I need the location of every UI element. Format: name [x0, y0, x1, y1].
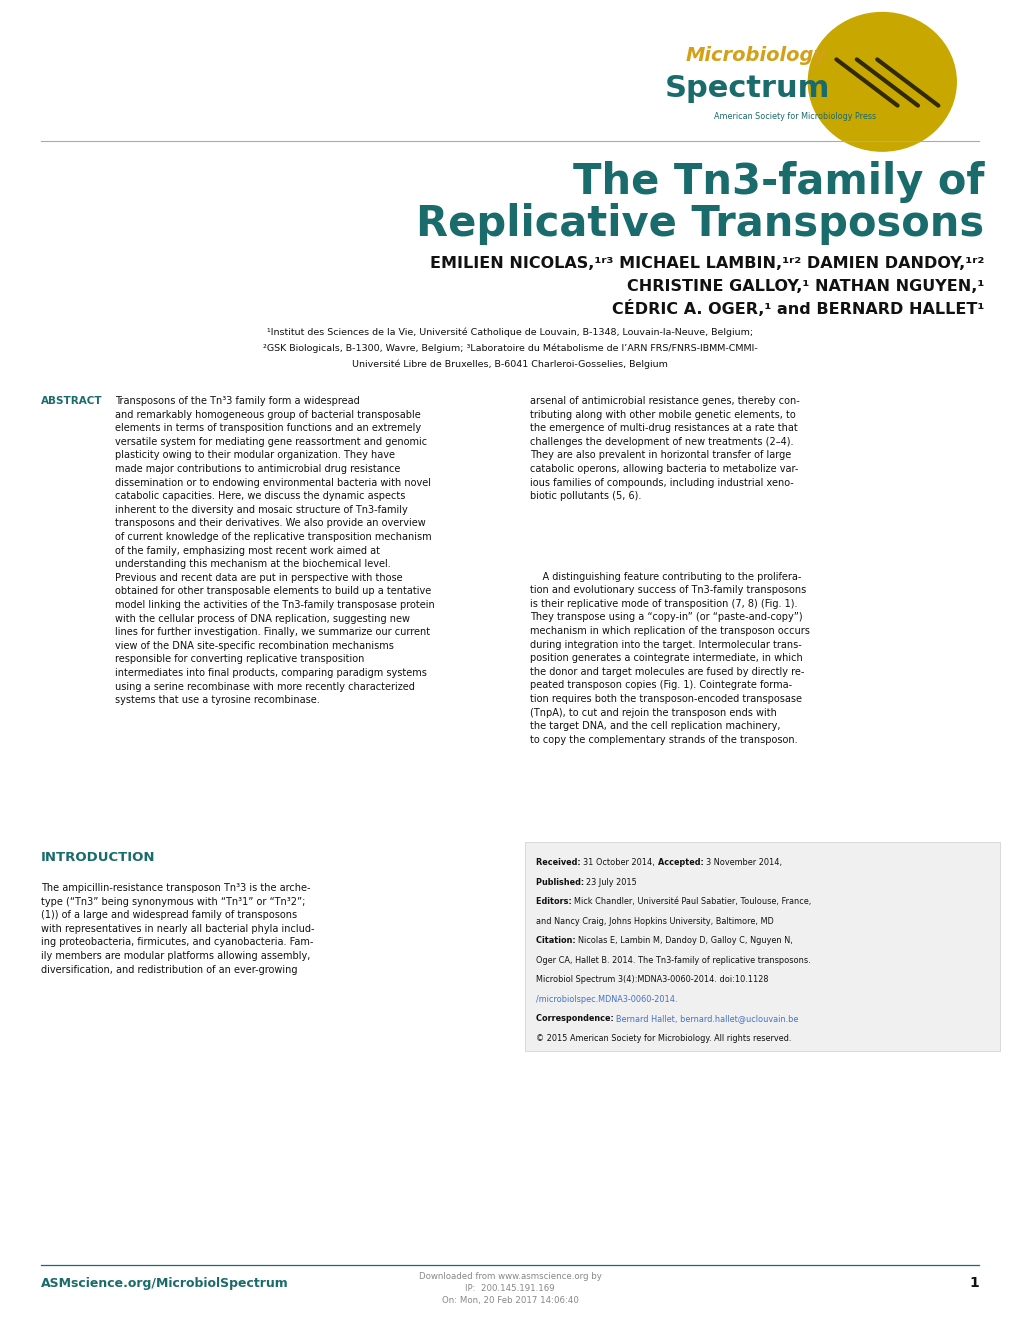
Text: arsenal of antimicrobial resistance genes, thereby con-
tributing along with oth: arsenal of antimicrobial resistance gene…: [530, 396, 799, 502]
Text: A distinguishing feature contributing to the prolifera-
tion and evolutionary su: A distinguishing feature contributing to…: [530, 572, 809, 744]
Text: ²GSK Biologicals, B-1300, Wavre, Belgium; ³Laboratoire du Métabolisme de l’ARN F: ²GSK Biologicals, B-1300, Wavre, Belgium…: [262, 343, 757, 354]
FancyBboxPatch shape: [525, 842, 999, 1051]
Text: ABSTRACT: ABSTRACT: [41, 396, 102, 407]
Text: Spectrum: Spectrum: [664, 74, 829, 103]
Text: CÉDRIC A. OGER,¹ and BERNARD HALLET¹: CÉDRIC A. OGER,¹ and BERNARD HALLET¹: [611, 301, 983, 317]
Text: The Tn3-family of: The Tn3-family of: [573, 161, 983, 203]
Text: 23 July 2015: 23 July 2015: [586, 878, 637, 887]
Text: Downloaded from www.asmscience.org by: Downloaded from www.asmscience.org by: [418, 1272, 601, 1282]
Text: ASMscience.org/MicrobiolSpectrum: ASMscience.org/MicrobiolSpectrum: [41, 1276, 288, 1290]
Text: American Society for Microbiology Press: American Society for Microbiology Press: [713, 112, 875, 120]
Text: CHRISTINE GALLOY,¹ NATHAN NGUYEN,¹: CHRISTINE GALLOY,¹ NATHAN NGUYEN,¹: [627, 279, 983, 294]
Text: Microbiology: Microbiology: [685, 46, 825, 65]
Text: Editors:: Editors:: [535, 898, 574, 906]
Text: INTRODUCTION: INTRODUCTION: [41, 851, 155, 865]
Text: 31 October 2014,: 31 October 2014,: [583, 858, 657, 867]
Text: Nicolas E, Lambin M, Dandoy D, Galloy C, Nguyen N,: Nicolas E, Lambin M, Dandoy D, Galloy C,…: [578, 936, 792, 945]
Text: Oger CA, Hallet B. 2014. The Tn3-family of replicative transposons.: Oger CA, Hallet B. 2014. The Tn3-family …: [535, 956, 809, 965]
Text: EMILIEN NICOLAS,¹ʳ³ MICHAEL LAMBIN,¹ʳ² DAMIEN DANDOY,¹ʳ²: EMILIEN NICOLAS,¹ʳ³ MICHAEL LAMBIN,¹ʳ² D…: [429, 256, 983, 272]
Text: ¹Institut des Sciences de la Vie, Université Catholique de Louvain, B-1348, Louv: ¹Institut des Sciences de la Vie, Univer…: [267, 327, 752, 338]
Text: /microbiolspec.MDNA3-0060-2014.: /microbiolspec.MDNA3-0060-2014.: [535, 995, 677, 1003]
Text: 3 November 2014,: 3 November 2014,: [705, 858, 782, 867]
Text: © 2015 American Society for Microbiology. All rights reserved.: © 2015 American Society for Microbiology…: [535, 1034, 790, 1043]
Ellipse shape: [808, 13, 956, 152]
Text: Accepted:: Accepted:: [657, 858, 705, 867]
Text: Bernard Hallet, bernard.hallet@uclouvain.be: Bernard Hallet, bernard.hallet@uclouvain…: [615, 1014, 798, 1023]
Text: Received:: Received:: [535, 858, 583, 867]
Text: and Nancy Craig, Johns Hopkins University, Baltimore, MD: and Nancy Craig, Johns Hopkins Universit…: [535, 916, 772, 925]
Text: On: Mon, 20 Feb 2017 14:06:40: On: Mon, 20 Feb 2017 14:06:40: [441, 1296, 578, 1305]
Text: 1: 1: [968, 1276, 978, 1290]
Text: Microbiol Spectrum 3(4):MDNA3-0060-2014. doi:10.1128: Microbiol Spectrum 3(4):MDNA3-0060-2014.…: [535, 975, 767, 985]
Text: IP:  200.145.191.169: IP: 200.145.191.169: [465, 1284, 554, 1294]
Text: Université Libre de Bruxelles, B-6041 Charleroi-Gosselies, Belgium: Université Libre de Bruxelles, B-6041 Ch…: [352, 359, 667, 370]
Text: Mick Chandler, Université Paul Sabatier, Toulouse, France,: Mick Chandler, Université Paul Sabatier,…: [574, 898, 811, 906]
Text: The ampicillin-resistance transposon Tn³3 is the arche-
type (“Tn3” being synony: The ampicillin-resistance transposon Tn³…: [41, 883, 314, 974]
Text: Correspondence:: Correspondence:: [535, 1014, 615, 1023]
Text: Transposons of the Tn³3 family form a widespread
and remarkably homogeneous grou: Transposons of the Tn³3 family form a wi…: [115, 396, 434, 705]
Text: Published:: Published:: [535, 878, 586, 887]
Text: Replicative Transposons: Replicative Transposons: [416, 203, 983, 246]
Text: Citation:: Citation:: [535, 936, 578, 945]
